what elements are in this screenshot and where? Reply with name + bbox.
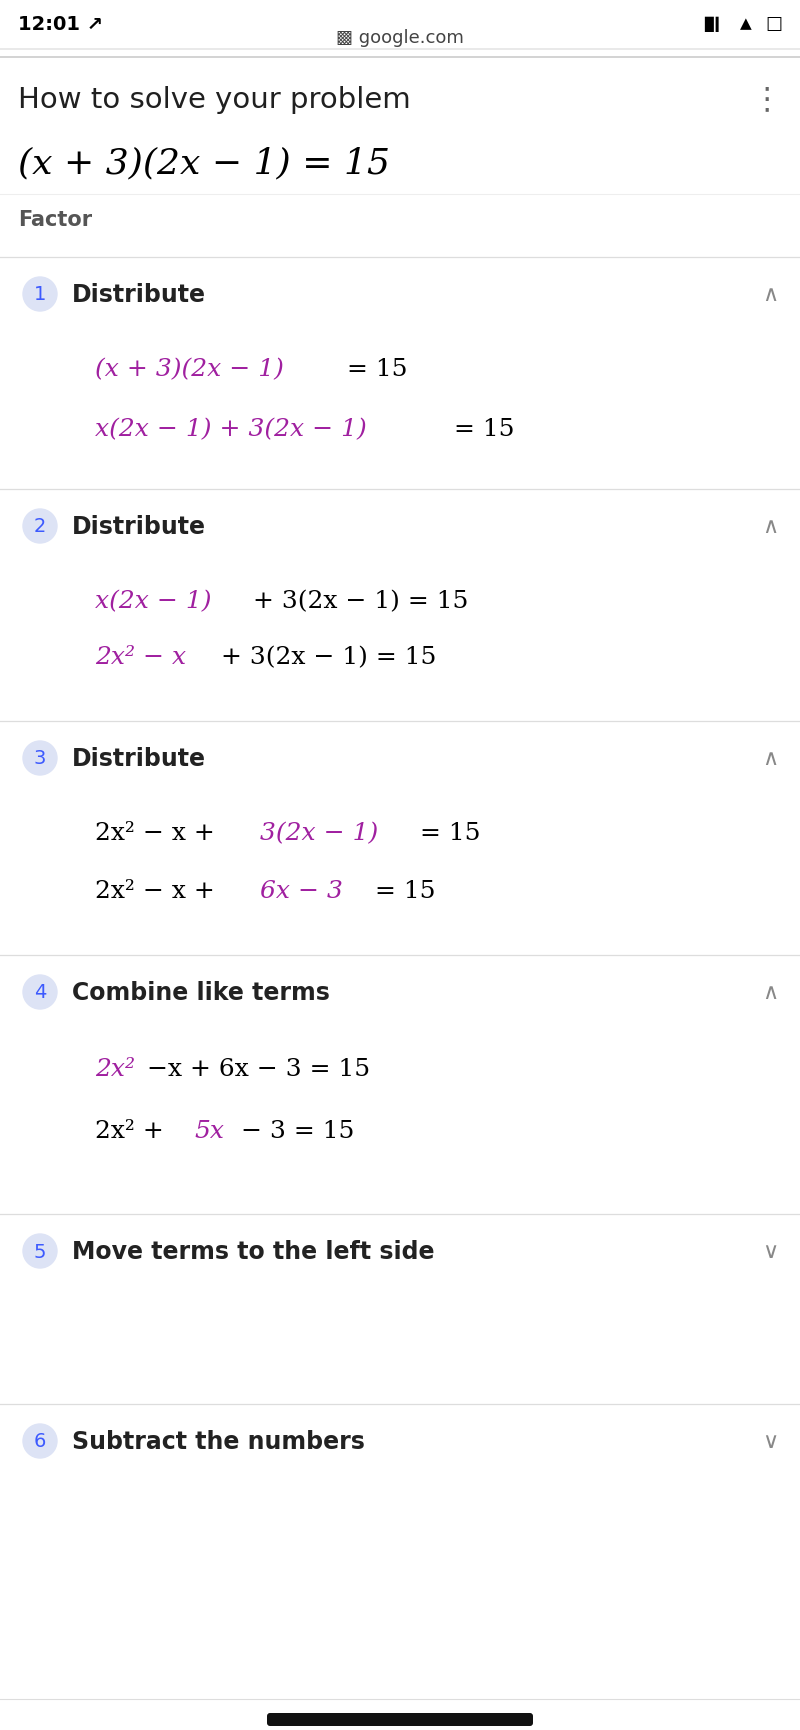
Text: 3: 3 (34, 749, 46, 768)
Text: = 15: = 15 (366, 881, 435, 903)
Text: ▲: ▲ (740, 17, 752, 31)
FancyBboxPatch shape (267, 1713, 533, 1727)
Text: 1: 1 (34, 285, 46, 304)
Text: How to solve your problem: How to solve your problem (18, 86, 410, 114)
Text: Factor: Factor (18, 209, 92, 230)
Text: (x + 3)(2x − 1) = 15: (x + 3)(2x − 1) = 15 (18, 145, 390, 180)
Text: 2: 2 (34, 517, 46, 536)
Text: 5x: 5x (194, 1119, 224, 1144)
Text: 6x − 3: 6x − 3 (260, 881, 342, 903)
Text: 12:01 ↗: 12:01 ↗ (18, 14, 103, 33)
Text: Move terms to the left side: Move terms to the left side (72, 1239, 434, 1263)
Circle shape (23, 1424, 57, 1458)
Text: x(2x − 1): x(2x − 1) (95, 590, 211, 612)
Text: 2x² − x +: 2x² − x + (95, 822, 222, 844)
Text: 2x² − x: 2x² − x (95, 645, 186, 670)
Text: 2x² +: 2x² + (95, 1119, 172, 1144)
Text: + 3(2x − 1) = 15: + 3(2x − 1) = 15 (246, 590, 469, 612)
Text: ∧: ∧ (762, 749, 778, 768)
Text: Distribute: Distribute (72, 282, 206, 306)
Text: −x + 6x − 3 = 15: −x + 6x − 3 = 15 (146, 1057, 370, 1081)
Text: (x + 3)(2x − 1): (x + 3)(2x − 1) (95, 358, 284, 381)
Text: Combine like terms: Combine like terms (72, 981, 330, 1005)
Circle shape (23, 976, 57, 1009)
Text: 6: 6 (34, 1432, 46, 1451)
Text: ▩ google.com: ▩ google.com (336, 29, 464, 47)
Text: = 15: = 15 (446, 419, 514, 441)
Text: Subtract the numbers: Subtract the numbers (72, 1429, 365, 1453)
Text: − 3 = 15: − 3 = 15 (233, 1119, 354, 1144)
Text: ∧: ∧ (762, 517, 778, 536)
Circle shape (23, 742, 57, 775)
Text: ∧: ∧ (762, 285, 778, 304)
Text: 4: 4 (34, 983, 46, 1002)
Circle shape (23, 279, 57, 311)
Circle shape (23, 510, 57, 543)
Text: = 15: = 15 (338, 358, 407, 381)
Text: Distribute: Distribute (72, 747, 206, 770)
Text: ▊▎: ▊▎ (705, 16, 728, 31)
Text: ∧: ∧ (762, 983, 778, 1002)
Text: ∨: ∨ (762, 1242, 778, 1261)
Text: Distribute: Distribute (72, 516, 206, 538)
Text: ⋮: ⋮ (751, 85, 782, 114)
Circle shape (23, 1233, 57, 1268)
Text: 2x²: 2x² (95, 1057, 135, 1081)
Text: + 3(2x − 1) = 15: + 3(2x − 1) = 15 (213, 645, 436, 670)
Text: 5: 5 (34, 1242, 46, 1261)
Text: = 15: = 15 (413, 822, 481, 844)
Text: ∨: ∨ (762, 1431, 778, 1451)
Text: □: □ (765, 16, 782, 33)
Text: x(2x − 1) + 3(2x − 1): x(2x − 1) + 3(2x − 1) (95, 419, 366, 441)
Text: 2x² − x +: 2x² − x + (95, 881, 222, 903)
Text: 3(2x − 1): 3(2x − 1) (260, 822, 378, 844)
